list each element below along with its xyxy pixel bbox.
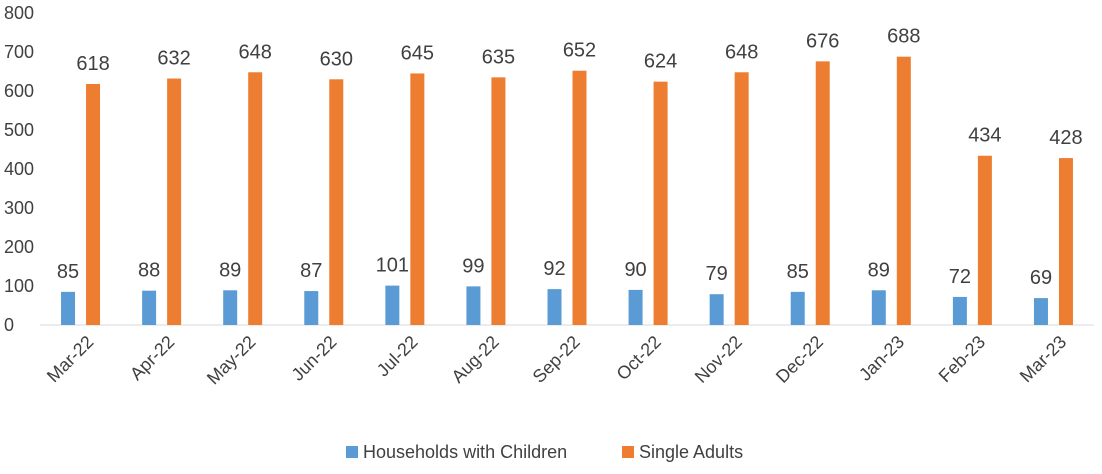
bar-households-with-children (628, 289, 643, 325)
y-tick-label: 700 (4, 42, 34, 62)
data-label: 632 (157, 48, 190, 70)
bar-single-adults (491, 77, 506, 325)
x-tick-label: Apr-22 (126, 332, 178, 384)
data-labels: 85 618 88 632 89 648 87 630 101 645 99 635 92 652 90 62… (57, 26, 1083, 289)
data-label: 72 (949, 266, 971, 288)
x-tick-label: Mar-23 (1016, 332, 1070, 386)
data-label: 630 (320, 48, 353, 70)
data-label: 635 (482, 46, 515, 68)
bar-households-with-children (385, 285, 400, 325)
bar-households-with-children (142, 290, 157, 325)
legend: Households with Children Single Adults (346, 442, 743, 462)
bar-households-with-children (547, 289, 562, 325)
y-tick-label: 300 (4, 198, 34, 218)
y-tick-label: 100 (4, 276, 34, 296)
x-tick-label: Sep-22 (529, 332, 584, 387)
bars (61, 56, 1073, 326)
data-label: 688 (887, 26, 920, 48)
y-axis: 0 100 200 300 400 500 600 700 800 (4, 3, 34, 335)
bar-households-with-children (871, 290, 886, 325)
bar-single-adults (572, 70, 587, 325)
y-tick-label: 400 (4, 159, 34, 179)
data-label: 69 (1030, 267, 1052, 289)
data-label: 89 (868, 259, 890, 281)
x-tick-label: Jan-23 (855, 332, 908, 385)
data-label: 652 (563, 40, 596, 62)
data-label: 88 (138, 260, 160, 282)
x-tick-label: Aug-22 (448, 332, 503, 387)
x-tick-label: Mar-22 (43, 332, 97, 386)
y-tick-label: 0 (4, 315, 14, 335)
bar-single-adults (329, 79, 344, 325)
bar-households-with-children (1033, 298, 1048, 325)
bar-single-adults (734, 72, 749, 325)
data-label: 90 (624, 259, 646, 281)
bar-households-with-children (952, 296, 967, 325)
data-label: 434 (968, 125, 1001, 147)
data-label: 101 (376, 255, 409, 277)
legend-label: Households with Children (363, 442, 567, 462)
bar-households-with-children (709, 294, 724, 325)
data-label: 428 (1049, 127, 1082, 149)
data-label: 85 (787, 261, 809, 283)
data-label: 85 (57, 261, 79, 283)
data-label: 99 (462, 255, 484, 277)
data-label: 87 (300, 260, 322, 282)
data-label: 645 (401, 42, 434, 64)
data-label: 89 (219, 259, 241, 281)
bar-single-adults (815, 61, 830, 326)
bar-single-adults (248, 72, 263, 325)
bar-single-adults (86, 83, 101, 325)
x-axis: Mar-22 Apr-22 May-22 Jun-22 Jul-22 Aug-22 Sep-… (40, 324, 1094, 389)
bar-single-adults (167, 78, 182, 326)
x-tick-label: Jul-22 (373, 332, 422, 381)
y-tick-label: 800 (4, 3, 34, 23)
bar-households-with-children (790, 291, 805, 325)
x-tick-label: Oct-22 (613, 332, 665, 384)
bar-single-adults (896, 56, 911, 326)
data-label: 79 (706, 263, 728, 285)
x-tick-label: Jun-22 (288, 332, 341, 385)
data-label: 618 (76, 53, 109, 75)
legend-swatch (622, 446, 634, 458)
bar-households-with-children (61, 291, 76, 325)
y-tick-label: 500 (4, 120, 34, 140)
data-label: 92 (543, 258, 565, 280)
bar-households-with-children (466, 286, 481, 325)
y-tick-label: 200 (4, 237, 34, 257)
x-tick-label: Nov-22 (691, 332, 746, 387)
data-label: 648 (725, 41, 758, 63)
bar-single-adults (977, 155, 992, 325)
bar-single-adults (653, 81, 668, 325)
bar-households-with-children (304, 291, 319, 325)
data-label: 676 (806, 30, 839, 52)
x-tick-label: May-22 (203, 332, 260, 389)
y-tick-label: 600 (4, 81, 34, 101)
legend-swatch (346, 446, 358, 458)
data-label: 624 (644, 51, 677, 73)
bar-households-with-children (223, 290, 238, 325)
data-label: 648 (239, 41, 272, 63)
legend-label: Single Adults (639, 442, 743, 462)
x-tick-label: Feb-23 (935, 332, 989, 386)
bar-single-adults (1058, 158, 1073, 325)
bar-single-adults (410, 73, 425, 325)
x-tick-label: Dec-22 (772, 332, 827, 387)
